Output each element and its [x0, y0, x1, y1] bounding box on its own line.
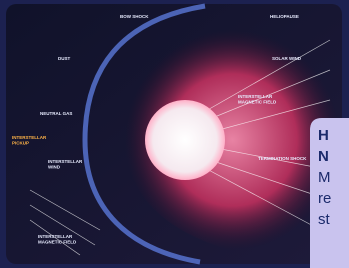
label-line: PICKUP: [12, 141, 29, 146]
diagram-label: TERMINATION SHOCK: [258, 156, 307, 161]
panel-line: N: [318, 148, 329, 165]
panel-line: H: [318, 127, 329, 144]
diagram-label: SOLAR WIND: [272, 56, 302, 61]
label-line: INTERSTELLAR: [238, 94, 273, 99]
screenshot: BOW SHOCK HELIOPAUSE DUST SOLAR WIND INTERST…: [0, 0, 349, 268]
label-line: TERMINATION SHOCK: [258, 156, 307, 161]
label-line: DUST: [58, 56, 71, 61]
diagram-label: DUST: [58, 56, 71, 61]
label-line: MAGNETIC FIELD: [238, 100, 277, 105]
label-line: INTERSTELLAR: [12, 135, 47, 140]
panel-line: M: [318, 169, 331, 186]
diagram-label: HELIOPAUSE: [270, 14, 299, 19]
label-line: NEUTRAL GAS: [40, 111, 72, 116]
label-line: BOW SHOCK: [120, 14, 149, 19]
diagram-label: NEUTRAL GAS: [40, 111, 72, 116]
label-line: MAGNETIC FIELD: [38, 240, 77, 245]
diagram-label: BOW SHOCK: [120, 14, 149, 19]
sun: [145, 100, 225, 180]
panel-line: re: [318, 190, 331, 207]
label-line: INTERSTELLAR: [48, 159, 83, 164]
panel-line: st: [318, 211, 331, 228]
label-line: INTERSTELLAR: [38, 234, 73, 239]
label-line: SOLAR WIND: [272, 56, 302, 61]
label-line: HELIOPAUSE: [270, 14, 299, 19]
page: BOW SHOCK HELIOPAUSE DUST SOLAR WIND INTERST…: [0, 0, 349, 268]
label-line: WIND: [48, 165, 61, 170]
